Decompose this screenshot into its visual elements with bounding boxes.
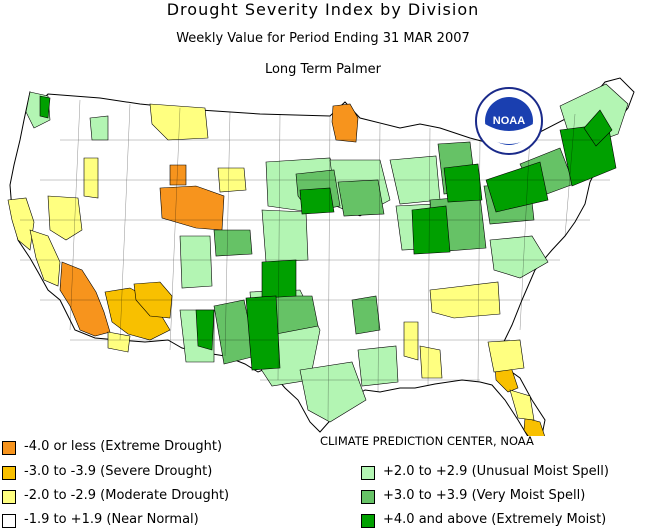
legend-swatch: [361, 466, 375, 480]
region-texas-west: [245, 295, 281, 371]
legend-swatch: [2, 466, 16, 480]
us-climate-division-map: [7, 77, 635, 436]
region-arkansas: [351, 295, 381, 335]
credit-label: CLIMATE PREDICTION CENTER, NOAA: [320, 434, 534, 448]
severe-drought-regions: [104, 281, 545, 436]
legend-swatch: [2, 441, 16, 455]
legend-label: -4.0 or less (Extreme Drought): [24, 439, 223, 454]
region-michigan-lower: [443, 163, 483, 203]
region-central-california: [29, 229, 61, 287]
extreme-drought-regions: [59, 103, 359, 337]
region-mid-atlantic: [489, 235, 549, 279]
noaa-logo-text: NOAA: [493, 115, 525, 127]
region-nebraska: [299, 187, 335, 215]
noaa-logo: NOAA: [475, 87, 543, 155]
legend-swatch: [2, 490, 16, 504]
region-mississippi-west: [403, 321, 419, 361]
region-indiana-ohio: [411, 205, 451, 255]
region-montana-north: [149, 103, 209, 141]
region-washington-east: [89, 115, 109, 141]
region-idaho-south: [169, 164, 187, 186]
region-colorado: [179, 235, 213, 289]
region-nebraska-kansas: [261, 209, 309, 263]
region-northern-minnesota: [331, 103, 359, 143]
extremely-moist-regions: [39, 95, 617, 371]
legend-swatch: [361, 490, 375, 504]
region-wyoming-east: [213, 229, 253, 257]
region-iowa: [337, 179, 385, 217]
region-sw-desert: [59, 261, 111, 337]
region-arizona-central: [104, 287, 171, 341]
region-alabama-south: [419, 345, 443, 379]
legend-swatch: [2, 514, 16, 528]
legend-label: +3.0 to +3.9 (Very Moist Spell): [383, 488, 586, 503]
region-new-mexico-west-moist: [195, 309, 215, 351]
region-idaho-northeast: [83, 157, 99, 199]
region-kansas-oklahoma: [261, 259, 297, 299]
region-georgia-south: [487, 339, 525, 373]
legend-label: -2.0 to -2.9 (Moderate Drought): [24, 488, 230, 503]
region-florida-south: [523, 417, 545, 436]
region-texas-southeast: [299, 361, 367, 423]
region-florida-central: [509, 389, 535, 421]
legend-label: +4.0 and above (Extremely Moist): [383, 512, 607, 527]
legend-label: -1.9 to +1.9 (Near Normal): [24, 512, 199, 527]
map-subtitle: Weekly Value for Period Ending 31 MAR 20…: [176, 31, 470, 46]
map-title: Drought Severity Index by Division: [166, 0, 480, 19]
region-pennsylvania-ny: [485, 161, 549, 213]
legend-swatch: [361, 514, 375, 528]
region-northern-california: [7, 197, 35, 251]
region-washington-coast: [39, 95, 51, 119]
index-name: Long Term Palmer: [264, 62, 382, 77]
legend-label: -3.0 to -3.9 (Severe Drought): [24, 464, 213, 479]
region-arizona-south: [107, 331, 131, 353]
division-boundaries: [20, 99, 610, 421]
legend-label: +2.0 to +2.9 (Unusual Moist Spell): [383, 464, 609, 479]
